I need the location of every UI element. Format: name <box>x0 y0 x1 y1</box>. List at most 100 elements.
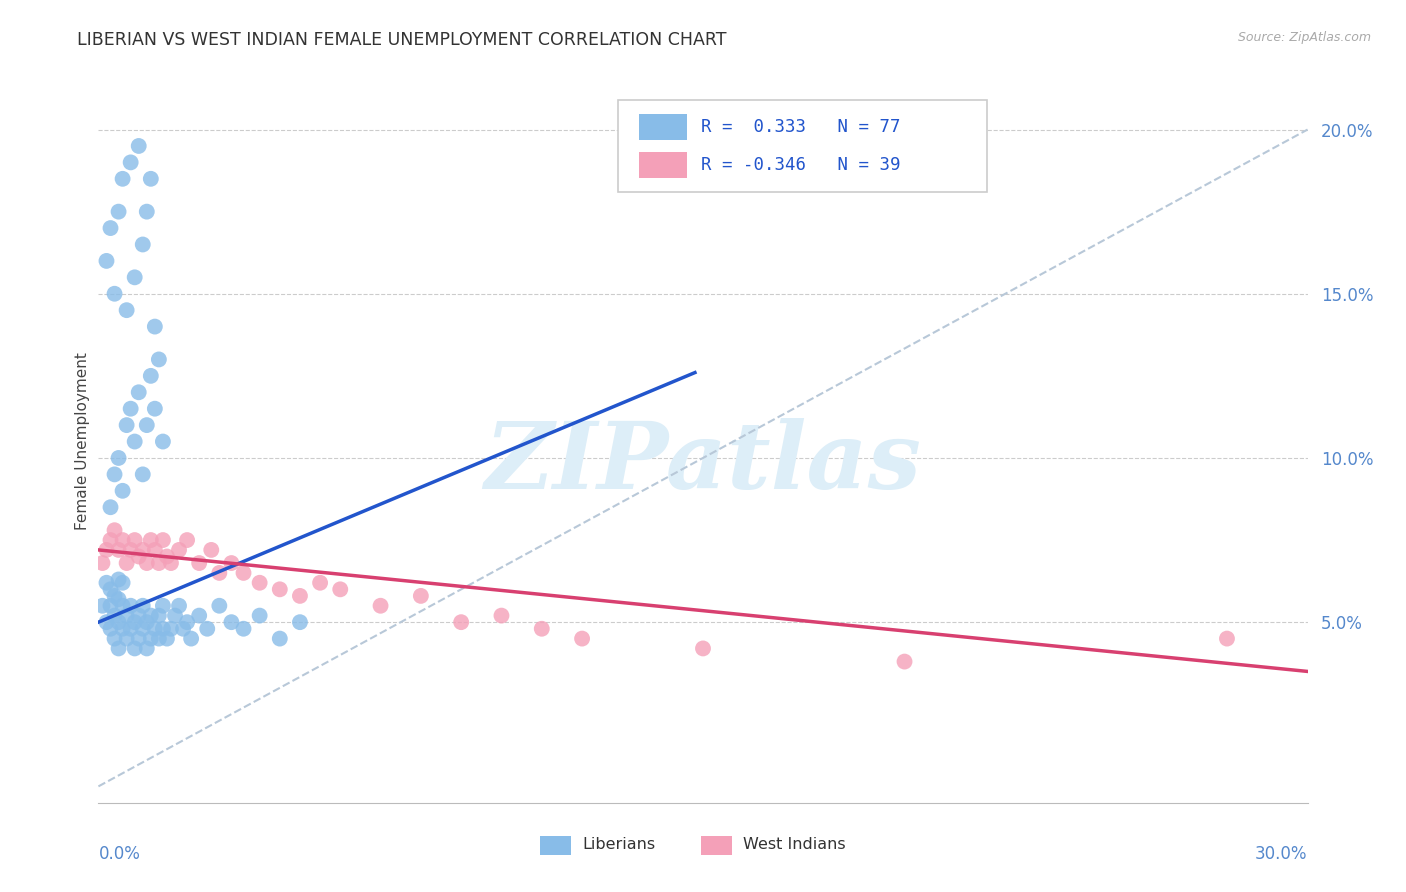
Point <box>124 270 146 285</box>
Point <box>124 434 146 449</box>
Point <box>107 573 129 587</box>
Point <box>200 542 222 557</box>
Point <box>120 155 142 169</box>
Point <box>152 533 174 547</box>
Text: R = -0.346   N = 39: R = -0.346 N = 39 <box>700 156 900 174</box>
Point <box>115 303 138 318</box>
Point <box>132 237 155 252</box>
Point <box>232 566 254 580</box>
Point <box>107 592 129 607</box>
Point <box>167 542 190 557</box>
Text: ZIPatlas: ZIPatlas <box>485 418 921 508</box>
Point <box>152 599 174 613</box>
Point <box>160 556 183 570</box>
Point <box>156 632 179 646</box>
Point <box>208 599 231 613</box>
Point <box>107 641 129 656</box>
Point <box>132 542 155 557</box>
Point <box>115 608 138 623</box>
Point <box>96 542 118 557</box>
Point <box>96 615 118 630</box>
Point <box>288 615 311 630</box>
Point <box>135 556 157 570</box>
Point <box>139 171 162 186</box>
Point <box>288 589 311 603</box>
Point <box>103 608 125 623</box>
Text: 30.0%: 30.0% <box>1256 846 1308 863</box>
Point <box>309 575 332 590</box>
Point <box>135 418 157 433</box>
Point <box>111 575 134 590</box>
Point <box>111 483 134 498</box>
Point <box>120 542 142 557</box>
Point <box>188 556 211 570</box>
Point <box>143 622 166 636</box>
Point <box>188 608 211 623</box>
Point <box>135 615 157 630</box>
Point <box>100 221 122 235</box>
Point <box>103 286 125 301</box>
Point <box>128 549 150 564</box>
Point <box>370 599 392 613</box>
Point <box>96 575 118 590</box>
Point <box>269 582 291 597</box>
Point <box>163 608 186 623</box>
Point <box>120 622 142 636</box>
Point <box>152 622 174 636</box>
Point <box>167 599 190 613</box>
Point <box>195 622 218 636</box>
Point <box>176 615 198 630</box>
Point <box>107 542 129 557</box>
Point <box>148 352 170 367</box>
Point <box>132 599 155 613</box>
Point <box>111 599 134 613</box>
Point <box>692 641 714 656</box>
Point <box>107 615 129 630</box>
Point <box>120 599 142 613</box>
Text: LIBERIAN VS WEST INDIAN FEMALE UNEMPLOYMENT CORRELATION CHART: LIBERIAN VS WEST INDIAN FEMALE UNEMPLOYM… <box>77 31 727 49</box>
Point <box>103 589 125 603</box>
Point <box>96 253 118 268</box>
Point <box>180 632 202 646</box>
Text: West Indians: West Indians <box>742 838 845 852</box>
Point <box>100 582 122 597</box>
Point <box>103 467 125 482</box>
Point <box>124 641 146 656</box>
Point <box>103 632 125 646</box>
Point <box>571 632 593 646</box>
Point <box>208 566 231 580</box>
Point <box>111 171 134 186</box>
Point <box>91 556 114 570</box>
Point <box>156 549 179 564</box>
Point <box>143 319 166 334</box>
Point <box>491 608 513 623</box>
Point <box>107 450 129 465</box>
Point <box>148 632 170 646</box>
Text: 0.0%: 0.0% <box>98 846 141 863</box>
Point <box>143 401 166 416</box>
Bar <box>638 152 688 178</box>
Point <box>100 622 122 636</box>
Point <box>148 556 170 570</box>
Text: R =  0.333   N = 77: R = 0.333 N = 77 <box>700 119 900 136</box>
Point <box>1216 632 1239 646</box>
Point <box>100 500 122 515</box>
Point <box>103 523 125 537</box>
Point <box>111 622 134 636</box>
Point <box>115 632 138 646</box>
Point <box>115 556 138 570</box>
Point <box>128 139 150 153</box>
Point <box>139 533 162 547</box>
Point <box>139 608 162 623</box>
Point <box>530 622 553 636</box>
Point <box>172 622 194 636</box>
Point <box>152 434 174 449</box>
Point <box>249 608 271 623</box>
Point <box>450 615 472 630</box>
Point <box>132 622 155 636</box>
Bar <box>638 114 688 140</box>
Point <box>143 542 166 557</box>
Point <box>100 533 122 547</box>
Point <box>111 533 134 547</box>
Bar <box>700 836 733 855</box>
